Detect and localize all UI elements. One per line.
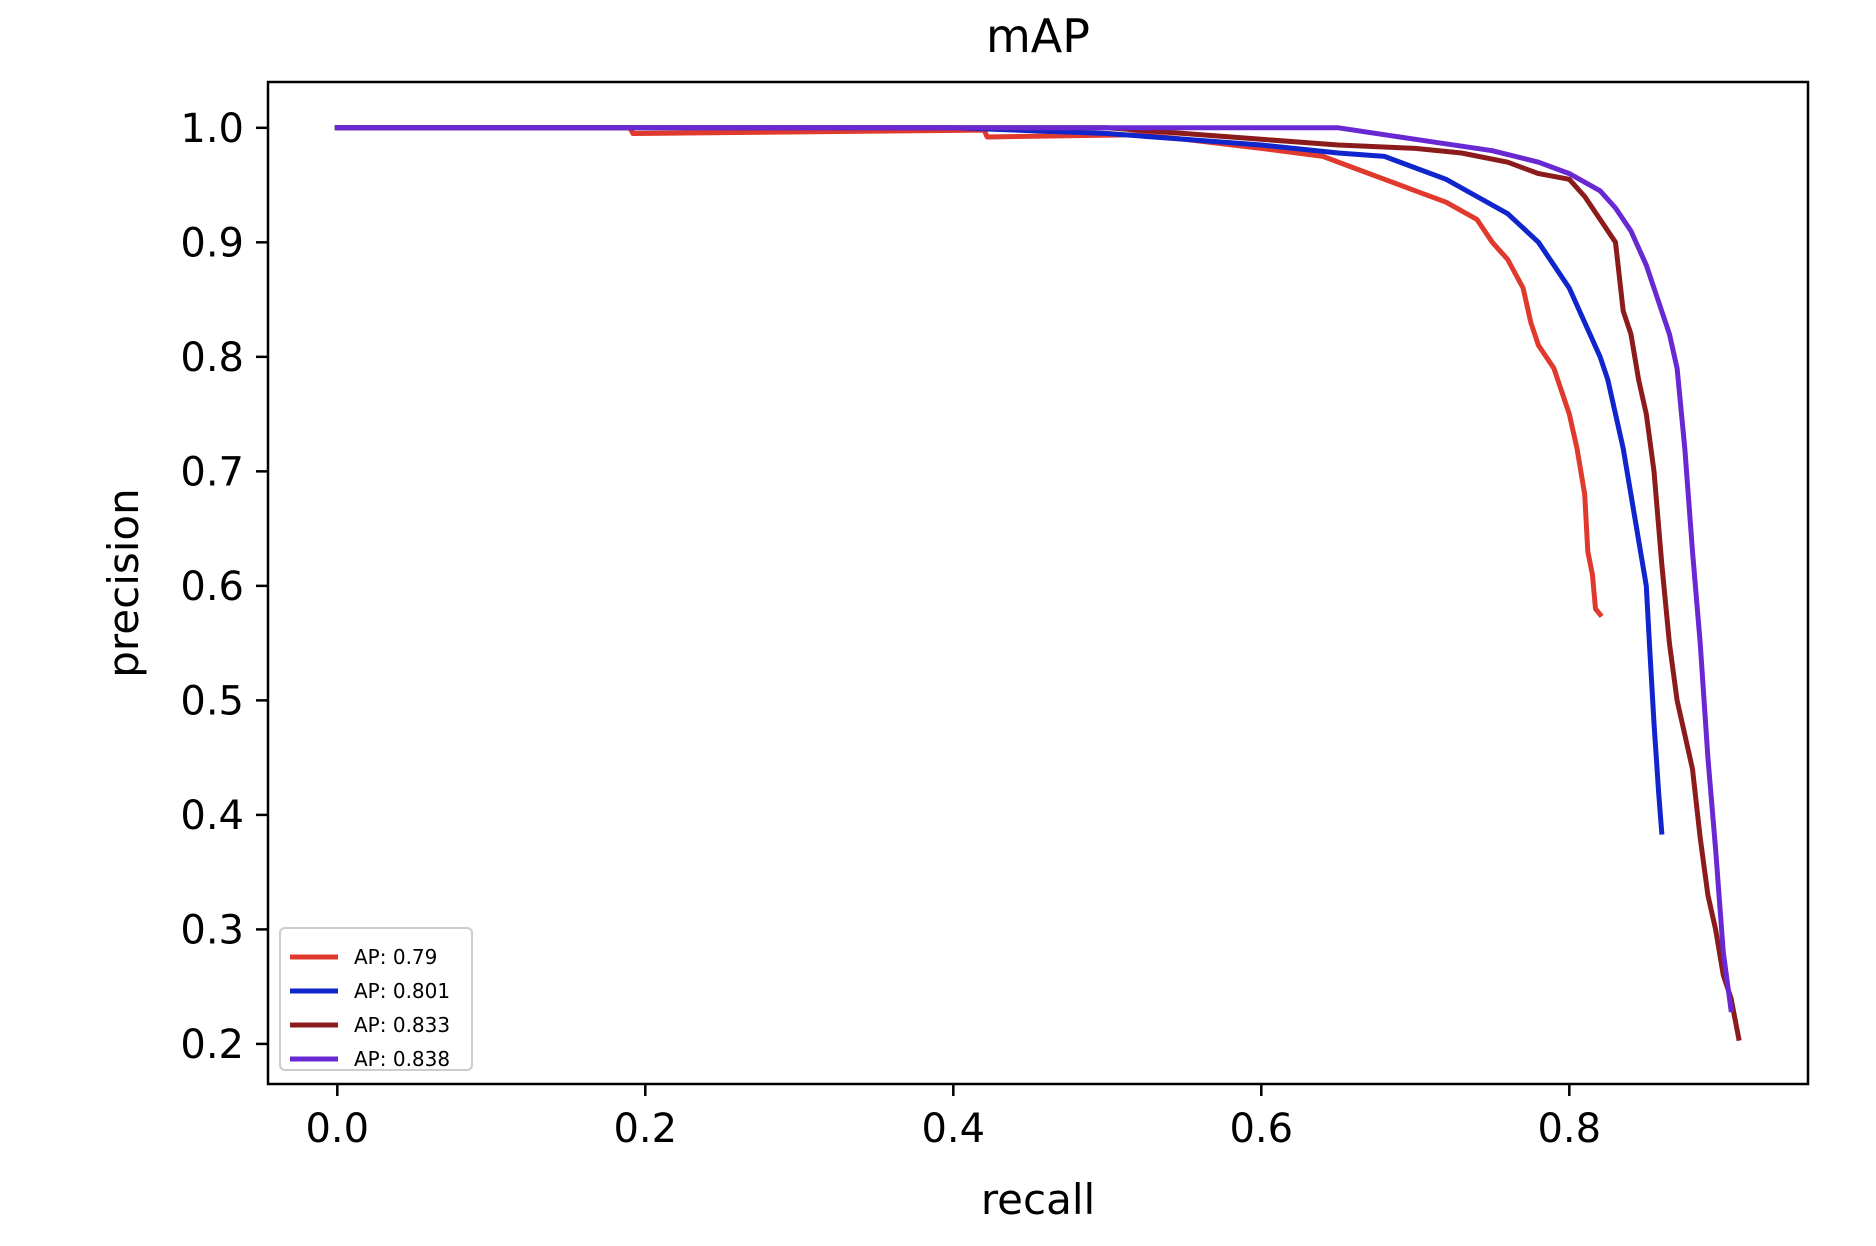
- plot-layer: [334, 125, 1742, 1042]
- legend-label-3: AP: 0.838: [354, 1047, 450, 1071]
- y-axis-ticks: 0.2 0.3 0.4 0.5 0.6 0.7 0.8 0.9 1.0: [180, 106, 268, 1068]
- y-tick-label: 0.2: [180, 1022, 244, 1068]
- y-tick-label: 1.0: [180, 106, 244, 152]
- x-tick-label: 0.8: [1537, 1106, 1601, 1152]
- plot-frame: [266, 80, 1810, 1086]
- legend-box: [279, 927, 473, 1071]
- y-tick-label: 0.3: [180, 907, 244, 953]
- legend-label-2: AP: 0.833: [354, 1013, 450, 1037]
- y-tick-label: 0.5: [180, 678, 244, 724]
- y-tick-label: 0.8: [180, 335, 244, 381]
- y-tick-label: 0.7: [180, 449, 244, 495]
- legend-label-0: AP: 0.79: [354, 945, 437, 969]
- series-line-3: [334, 125, 1734, 1013]
- legend-label-1: AP: 0.801: [354, 979, 450, 1003]
- x-tick-label: 0.2: [613, 1106, 677, 1152]
- x-axis-ticks: 0.0 0.2 0.4 0.6 0.8: [305, 1084, 1601, 1152]
- x-tick-label: 0.4: [921, 1106, 985, 1152]
- y-tick-label: 0.4: [180, 793, 244, 839]
- x-axis-label: recall: [981, 1175, 1095, 1224]
- y-tick-label: 0.6: [180, 564, 244, 610]
- x-tick-label: 0.6: [1229, 1106, 1293, 1152]
- series-line-0: [334, 125, 1604, 619]
- legend: AP: 0.79 AP: 0.801 AP: 0.833 AP: 0.838: [279, 927, 473, 1071]
- x-tick-label: 0.0: [305, 1106, 369, 1152]
- series-line-1: [334, 125, 1665, 835]
- chart-title: mAP: [986, 9, 1090, 63]
- series-line-2: [334, 125, 1742, 1042]
- y-tick-label: 0.9: [180, 220, 244, 266]
- y-axis-label: precision: [99, 488, 148, 677]
